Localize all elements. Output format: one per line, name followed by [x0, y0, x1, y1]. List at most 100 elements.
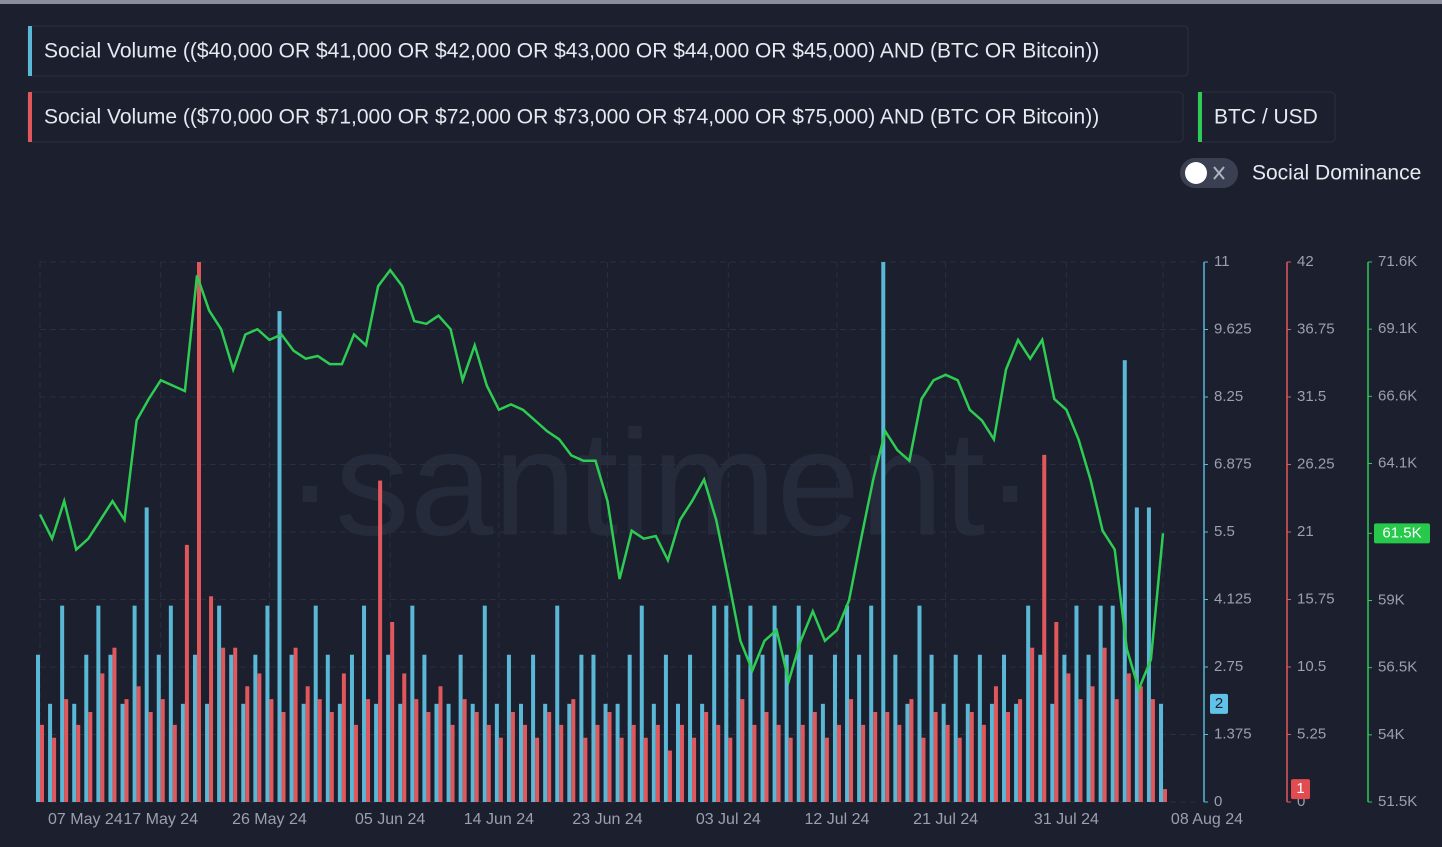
bar [627, 654, 632, 802]
bar [663, 654, 668, 802]
bar [519, 703, 524, 802]
bar [482, 605, 487, 802]
bar [748, 605, 753, 802]
y-tick-label: 4.125 [1214, 590, 1252, 607]
bar [156, 654, 161, 802]
bar [84, 654, 89, 802]
x-tick-label: 31 Jul 24 [1034, 811, 1099, 828]
bar [96, 605, 101, 802]
bar [76, 724, 81, 802]
watermark: ·santiment· [285, 399, 1035, 567]
bar [651, 703, 656, 802]
bar [410, 605, 415, 802]
bar [378, 480, 383, 802]
bar [941, 703, 946, 802]
y-tick-label: 36.75 [1297, 320, 1335, 337]
bar [836, 724, 841, 802]
legend-swatch [28, 26, 32, 76]
bar [474, 712, 479, 802]
legend-item[interactable]: Social Volume (($70,000 OR $71,000 OR $7… [27, 91, 1184, 143]
bar [168, 605, 173, 802]
y-tick-label: 0 [1214, 793, 1222, 810]
bar [881, 262, 886, 802]
bar [329, 712, 334, 802]
bar [933, 712, 938, 802]
bar [989, 703, 994, 802]
bar [229, 654, 234, 802]
bar [510, 712, 515, 802]
x-tick-label: 14 Jun 24 [464, 811, 534, 828]
y-tick-label: 10.5 [1297, 658, 1326, 675]
toggle-x [1213, 166, 1225, 180]
bar [269, 699, 274, 802]
bar [1006, 712, 1011, 802]
bar [374, 703, 379, 802]
y-tick-label: 6.875 [1214, 455, 1252, 472]
bar [1159, 703, 1163, 802]
legend-label: BTC / USD [1214, 106, 1318, 129]
bar [547, 712, 552, 802]
bar [820, 703, 825, 802]
bar [595, 724, 600, 802]
bar [301, 703, 306, 802]
bar [1062, 654, 1067, 802]
bar [341, 673, 346, 802]
bar [245, 686, 250, 802]
bar [523, 724, 528, 802]
last-value-label: 1 [1296, 780, 1304, 797]
bar [667, 750, 672, 802]
bar [752, 724, 757, 802]
bar [1150, 699, 1155, 802]
bar [832, 654, 837, 802]
bar [736, 654, 741, 802]
last-value-box [1210, 693, 1228, 714]
bar [1014, 703, 1019, 802]
bar [1054, 622, 1059, 802]
y-tick-label: 59K [1378, 591, 1405, 608]
bar [458, 654, 463, 802]
bar [571, 699, 576, 802]
bar [760, 654, 765, 802]
bar [1114, 699, 1119, 802]
x-tick-label: 05 Jun 24 [355, 811, 425, 828]
bar [591, 654, 596, 802]
bar [615, 703, 620, 802]
bar [337, 703, 342, 802]
y-tick-label: 5.25 [1297, 725, 1326, 742]
y-tick-label: 66.6K [1378, 387, 1417, 404]
bar [704, 712, 709, 802]
bar [583, 737, 588, 802]
bar [402, 673, 407, 802]
bar [1078, 699, 1083, 802]
y-tick-label: 51.5K [1378, 793, 1417, 810]
legend-swatch [28, 92, 32, 142]
x-tick-label: 26 May 24 [232, 811, 307, 828]
y-tick-label: 42 [1297, 253, 1314, 270]
bar [788, 737, 793, 802]
bar [800, 724, 805, 802]
bar [619, 737, 624, 802]
bar [366, 699, 371, 802]
bar [446, 703, 451, 802]
y-tick-label: 15.75 [1297, 590, 1335, 607]
legend-item[interactable]: BTC / USD [1197, 91, 1336, 143]
bar [1026, 605, 1031, 802]
last-value-box [1374, 523, 1430, 544]
bar [253, 654, 258, 802]
y-tick-label: 2.75 [1214, 658, 1243, 675]
x-tick-label: 07 May 24 [48, 811, 123, 828]
y-tick-label: 69.1K [1378, 320, 1417, 337]
bar [981, 724, 986, 802]
bar [885, 712, 890, 802]
x-tick-label: 21 Jul 24 [913, 811, 978, 828]
toggle[interactable] [1180, 158, 1238, 188]
bar [305, 686, 310, 802]
bar [1086, 654, 1091, 802]
legend-item[interactable]: Social Volume (($40,000 OR $41,000 OR $4… [27, 25, 1189, 77]
bar [929, 654, 934, 802]
bar [1018, 699, 1023, 802]
toggle-label: Social Dominance [1252, 162, 1421, 185]
bar [184, 544, 189, 802]
legend-label: Social Volume (($40,000 OR $41,000 OR $4… [44, 40, 1099, 63]
bar [945, 724, 950, 802]
